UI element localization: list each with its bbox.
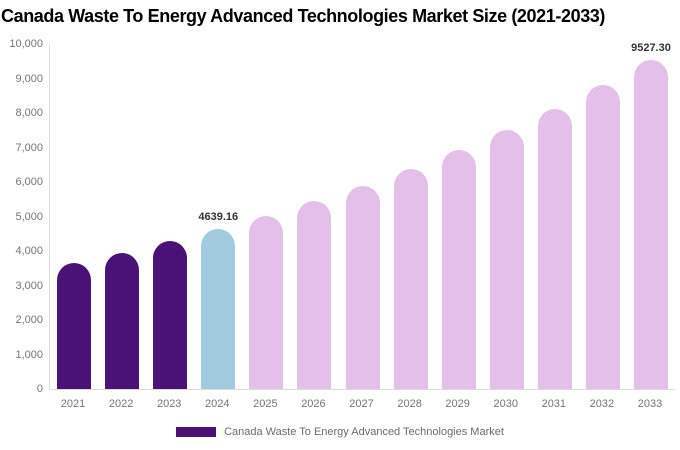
bar-2023[interactable] <box>153 241 188 389</box>
bar-slot-2029 <box>435 44 483 389</box>
y-axis-tick-label: 4,000 <box>15 245 43 257</box>
plot-area: 4639.16 9527.30 <box>49 42 675 390</box>
bar-2022[interactable] <box>105 252 140 389</box>
legend-item-label: Canada Waste To Energy Advanced Technolo… <box>224 426 504 438</box>
bar-slot-2031 <box>531 44 579 389</box>
chart-title: Canada Waste To Energy Advanced Technolo… <box>1 6 606 26</box>
bar-2029[interactable] <box>441 150 476 389</box>
bar-slot-2028 <box>387 44 435 389</box>
bar-2032[interactable] <box>585 85 620 389</box>
bar-2028[interactable] <box>393 168 428 389</box>
bar-slot-2026 <box>290 44 338 389</box>
bar-2027[interactable] <box>345 185 380 389</box>
y-axis-tick-label: 9,000 <box>15 72 43 85</box>
bar-2033[interactable] <box>633 60 668 389</box>
y-axis: 0 1,000 2,000 3,000 4,000 5,000 6,000 7,000 8,00… <box>0 0 43 450</box>
x-axis-tick-label-2032: 2032 <box>589 398 615 410</box>
x-axis-tick-label-2022: 2022 <box>108 398 134 410</box>
y-axis-tick-label: 6,000 <box>15 176 43 188</box>
bar-2031[interactable] <box>537 108 572 389</box>
y-axis-tick-label: 5,000 <box>15 210 43 223</box>
legend[interactable]: Canada Waste To Energy Advanced Technolo… <box>0 426 680 438</box>
bar-slot-2032 <box>579 44 627 389</box>
bar-slot-2030 <box>483 44 531 389</box>
bar-2026[interactable] <box>297 201 332 389</box>
bar-slot-2025 <box>242 44 290 389</box>
x-axis-tick-label-2031: 2031 <box>541 398 567 410</box>
x-axis: 2021 2022 2023 2024 2025 2026 2027 2028 2029 2030… <box>49 390 674 412</box>
bar-slot-2021 <box>50 44 98 389</box>
bar-2030[interactable] <box>489 130 524 389</box>
bar-2024[interactable] <box>201 228 236 389</box>
bar-value-label-2033: 9527.30 <box>631 42 671 55</box>
x-axis-tick-label-2025: 2025 <box>253 398 278 410</box>
y-axis-tick-label: 10,000 <box>9 38 43 50</box>
x-axis-tick-label-2023: 2023 <box>156 398 182 410</box>
x-axis-tick-label-2030: 2030 <box>493 398 518 410</box>
bar-slot-2024: 4639.16 <box>194 44 242 389</box>
bar-value-label-2024: 4639.16 <box>198 210 239 223</box>
bar-slot-2027 <box>338 44 386 389</box>
x-axis-tick-label-2027: 2027 <box>349 398 374 410</box>
y-axis-tick-label: 3,000 <box>15 279 43 292</box>
bar-slot-2023 <box>146 44 194 389</box>
y-axis-tick-label: 8,000 <box>15 107 43 119</box>
bar-2025[interactable] <box>249 215 284 389</box>
x-axis-tick-label-2024: 2024 <box>205 398 230 410</box>
y-axis-tick-label: 1,000 <box>15 348 43 361</box>
bar-slot-2033: 9527.30 <box>627 42 675 389</box>
x-axis-tick-label-2028: 2028 <box>397 398 422 410</box>
x-axis-tick-label-2026: 2026 <box>301 398 326 410</box>
bar-2021[interactable] <box>57 263 92 389</box>
x-axis-tick-label-2033: 2033 <box>637 398 663 410</box>
x-axis-tick-label-2021: 2021 <box>60 398 86 410</box>
legend-swatch-icon <box>176 427 217 437</box>
x-axis-tick-label-2029: 2029 <box>445 398 470 410</box>
y-axis-tick-label: 7,000 <box>15 141 43 154</box>
y-axis-tick-label: 0 <box>36 383 43 395</box>
bar-slot-2022 <box>98 44 146 389</box>
y-axis-tick-label: 2,000 <box>15 314 43 326</box>
